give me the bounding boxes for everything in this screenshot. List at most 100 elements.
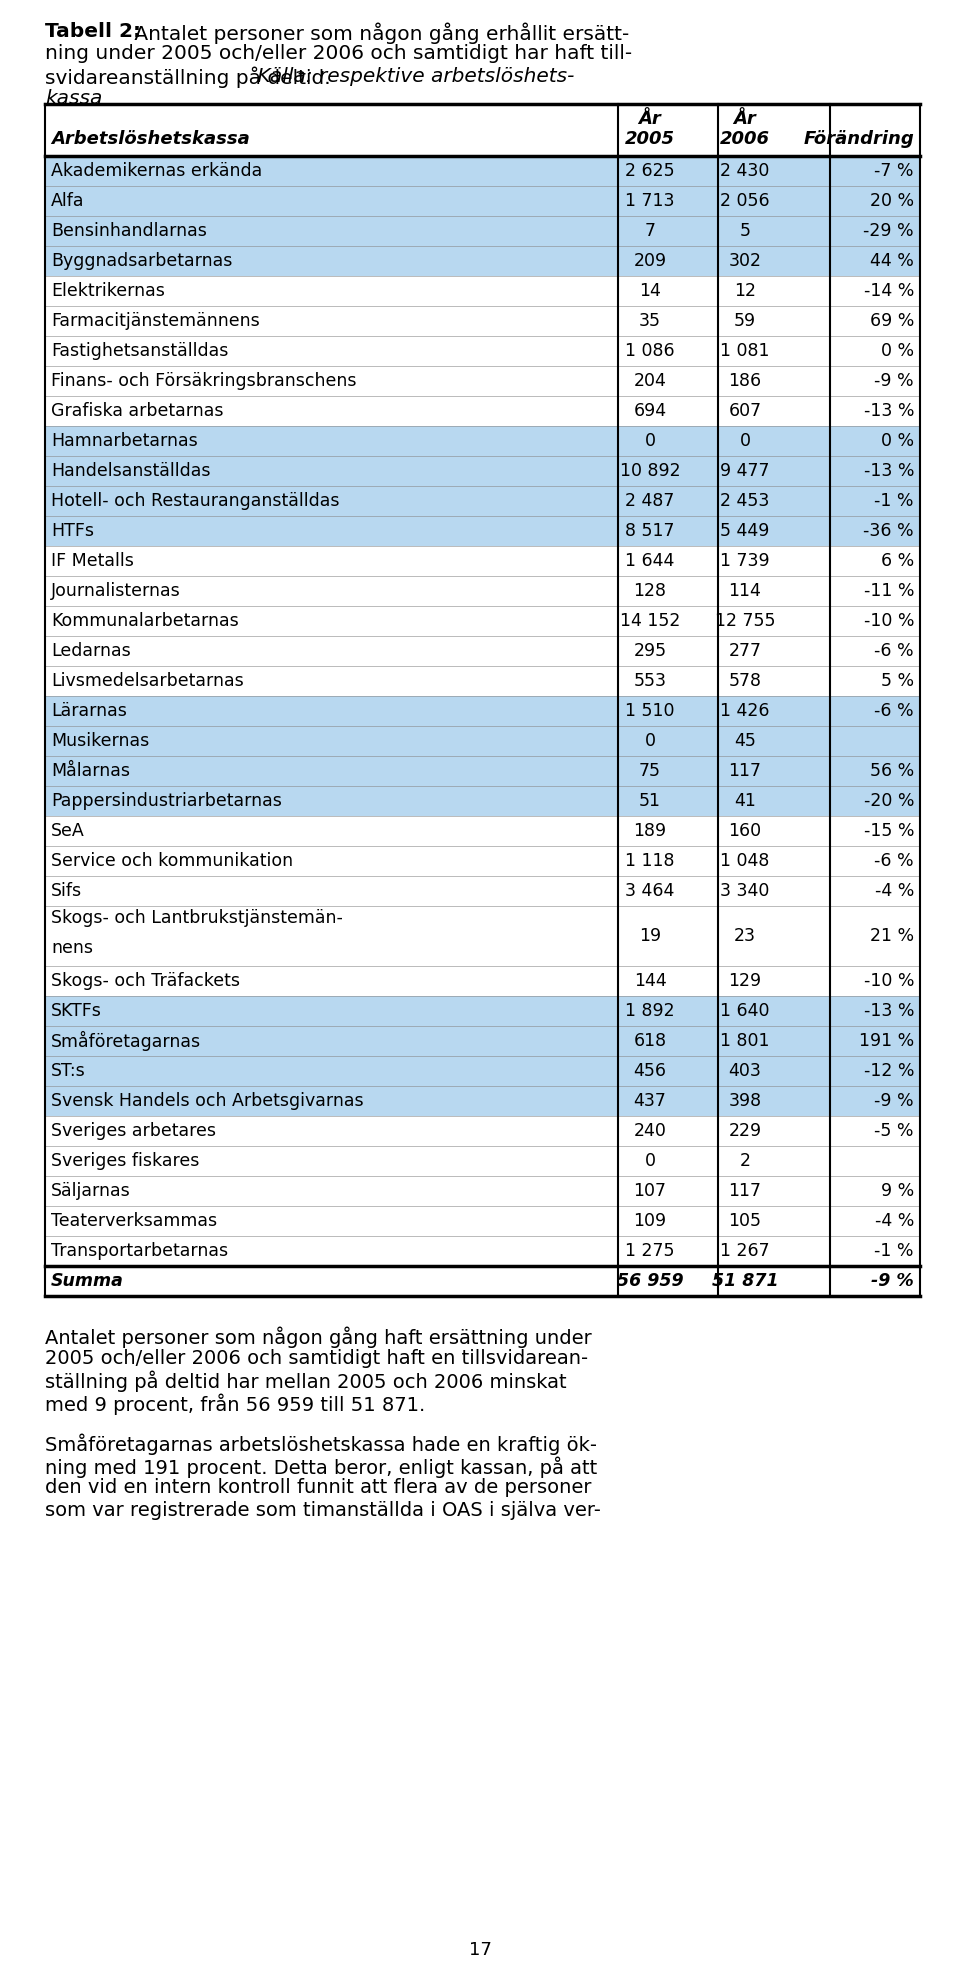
Text: 75: 75 xyxy=(639,762,661,780)
Text: 403: 403 xyxy=(729,1063,761,1081)
Text: 9 %: 9 % xyxy=(880,1181,914,1199)
Text: -9 %: -9 % xyxy=(875,1092,914,1110)
Text: 5 %: 5 % xyxy=(881,673,914,691)
Text: 128: 128 xyxy=(634,582,666,600)
Text: Antalet personer som någon gång erhållit ersätt-: Antalet personer som någon gång erhållit… xyxy=(128,22,629,44)
Text: Hamnarbetarnas: Hamnarbetarnas xyxy=(51,431,198,449)
Text: 117: 117 xyxy=(729,762,761,780)
Text: 302: 302 xyxy=(729,251,761,271)
Text: 117: 117 xyxy=(729,1181,761,1199)
Text: 2006: 2006 xyxy=(720,131,770,148)
Text: 14 152: 14 152 xyxy=(620,612,681,629)
Text: År: År xyxy=(733,111,756,129)
Text: 10 892: 10 892 xyxy=(620,463,681,481)
Bar xyxy=(45,756,920,786)
Text: 1 267: 1 267 xyxy=(720,1243,770,1261)
Text: 694: 694 xyxy=(634,402,666,420)
Text: 2005 och/eller 2006 och samtidigt haft en tillsvidarean-: 2005 och/eller 2006 och samtidigt haft e… xyxy=(45,1348,588,1367)
Text: 0: 0 xyxy=(739,431,751,449)
Text: 17: 17 xyxy=(468,1941,492,1959)
Text: kassa: kassa xyxy=(45,89,103,109)
Text: 189: 189 xyxy=(634,821,666,841)
Text: Lärarnas: Lärarnas xyxy=(51,703,127,720)
Bar xyxy=(45,245,920,277)
Text: Antalet personer som någon gång haft ersättning under: Antalet personer som någon gång haft ers… xyxy=(45,1326,591,1348)
Text: -29 %: -29 % xyxy=(863,222,914,239)
Text: 3 340: 3 340 xyxy=(720,883,770,900)
Text: 1 644: 1 644 xyxy=(625,552,675,570)
Text: Summa: Summa xyxy=(51,1272,124,1290)
Text: Målarnas: Målarnas xyxy=(51,762,130,780)
Text: Skogs- och Lantbrukstjänstemän-: Skogs- och Lantbrukstjänstemän- xyxy=(51,908,343,928)
Text: Skogs- och Träfackets: Skogs- och Träfackets xyxy=(51,972,240,990)
Text: Akademikernas erkända: Akademikernas erkända xyxy=(51,162,262,180)
Text: 160: 160 xyxy=(729,821,761,841)
Text: 1 426: 1 426 xyxy=(720,703,770,720)
Text: 51 871: 51 871 xyxy=(711,1272,779,1290)
Text: 618: 618 xyxy=(634,1033,666,1051)
Text: -13 %: -13 % xyxy=(863,402,914,420)
Text: 56 959: 56 959 xyxy=(616,1272,684,1290)
Text: 0 %: 0 % xyxy=(881,431,914,449)
Text: -5 %: -5 % xyxy=(875,1122,914,1140)
Text: 2 430: 2 430 xyxy=(720,162,770,180)
Text: 204: 204 xyxy=(634,372,666,390)
Text: ning under 2005 och/eller 2006 och samtidigt har haft till-: ning under 2005 och/eller 2006 och samti… xyxy=(45,44,632,63)
Text: nens: nens xyxy=(51,940,93,958)
Text: Elektrikernas: Elektrikernas xyxy=(51,283,165,301)
Text: -4 %: -4 % xyxy=(875,883,914,900)
Text: Sveriges fiskares: Sveriges fiskares xyxy=(51,1152,200,1170)
Bar xyxy=(45,216,920,245)
Text: -9 %: -9 % xyxy=(872,1272,914,1290)
Text: 12 755: 12 755 xyxy=(715,612,776,629)
Text: 20 %: 20 % xyxy=(870,192,914,210)
Bar xyxy=(45,186,920,216)
Text: 437: 437 xyxy=(634,1092,666,1110)
Text: 2 625: 2 625 xyxy=(625,162,675,180)
Text: svidareanställning på deltid.: svidareanställning på deltid. xyxy=(45,67,330,89)
Text: -20 %: -20 % xyxy=(863,792,914,809)
Text: 229: 229 xyxy=(729,1122,761,1140)
Text: -11 %: -11 % xyxy=(863,582,914,600)
Text: -9 %: -9 % xyxy=(875,372,914,390)
Text: 5 449: 5 449 xyxy=(720,522,770,540)
Text: 2005: 2005 xyxy=(625,131,675,148)
Text: 1 640: 1 640 xyxy=(720,1001,770,1019)
Text: 1 892: 1 892 xyxy=(625,1001,675,1019)
Bar xyxy=(45,1057,920,1086)
Text: Arbetslöshetskassa: Arbetslöshetskassa xyxy=(51,131,250,148)
Text: 0: 0 xyxy=(644,732,656,750)
Text: 19: 19 xyxy=(639,928,661,946)
Text: ST:s: ST:s xyxy=(51,1063,85,1081)
Text: 1 086: 1 086 xyxy=(625,342,675,360)
Text: -6 %: -6 % xyxy=(875,703,914,720)
Bar xyxy=(45,786,920,815)
Text: -13 %: -13 % xyxy=(863,463,914,481)
Text: 1 081: 1 081 xyxy=(720,342,770,360)
Text: 277: 277 xyxy=(729,641,761,661)
Text: 1 510: 1 510 xyxy=(625,703,675,720)
Text: Kommunalarbetarnas: Kommunalarbetarnas xyxy=(51,612,239,629)
Text: 186: 186 xyxy=(729,372,761,390)
Text: 21 %: 21 % xyxy=(870,928,914,946)
Bar xyxy=(45,517,920,546)
Text: Finans- och Försäkringsbranschens: Finans- och Försäkringsbranschens xyxy=(51,372,356,390)
Text: 144: 144 xyxy=(634,972,666,990)
Text: som var registrerade som timanställda i OAS i själva ver-: som var registrerade som timanställda i … xyxy=(45,1500,601,1520)
Text: ställning på deltid har mellan 2005 och 2006 minskat: ställning på deltid har mellan 2005 och … xyxy=(45,1371,566,1393)
Text: -14 %: -14 % xyxy=(864,283,914,301)
Text: 240: 240 xyxy=(634,1122,666,1140)
Text: 51: 51 xyxy=(639,792,661,809)
Text: Teaterverksammas: Teaterverksammas xyxy=(51,1213,217,1231)
Text: Bensinhandlarnas: Bensinhandlarnas xyxy=(51,222,206,239)
Text: 578: 578 xyxy=(729,673,761,691)
Text: Småföretagarnas arbetslöshetskassa hade en kraftig ök-: Småföretagarnas arbetslöshetskassa hade … xyxy=(45,1433,597,1455)
Text: 295: 295 xyxy=(634,641,666,661)
Text: SeA: SeA xyxy=(51,821,84,841)
Text: 1 801: 1 801 xyxy=(720,1033,770,1051)
Text: 2: 2 xyxy=(739,1152,751,1170)
Text: 1 739: 1 739 xyxy=(720,552,770,570)
Text: 59: 59 xyxy=(734,313,756,330)
Text: 129: 129 xyxy=(729,972,761,990)
Text: Livsmedelsarbetarnas: Livsmedelsarbetarnas xyxy=(51,673,244,691)
